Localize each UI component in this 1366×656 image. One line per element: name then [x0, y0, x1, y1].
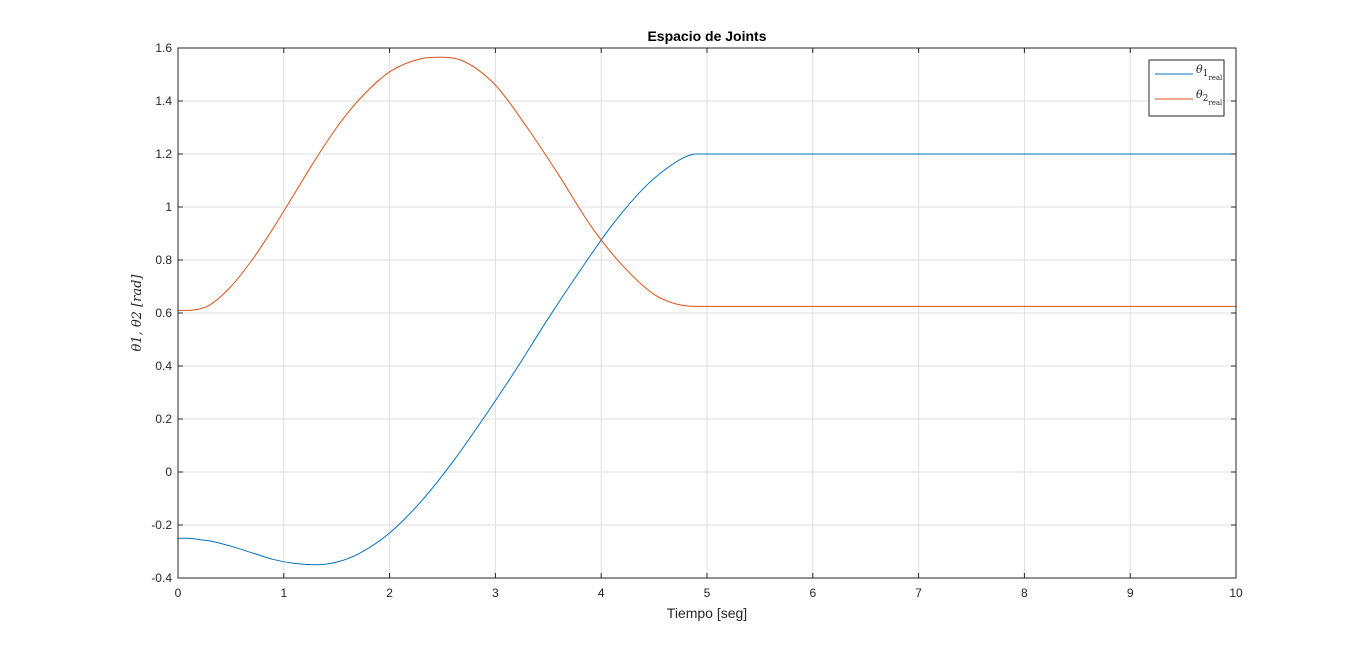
- y-tick-label: 0.6: [155, 306, 172, 320]
- y-tick-label: 0.2: [155, 412, 172, 426]
- series-line-1: [177, 153, 1236, 566]
- x-tick-label: 3: [492, 586, 499, 600]
- legend: θ1real θ2real: [1148, 59, 1225, 117]
- legend-entry-2: θ2real: [1196, 88, 1223, 107]
- x-tick-label: 2: [386, 586, 393, 600]
- x-tick-label: 1: [280, 586, 287, 600]
- y-tick-label: 0.8: [155, 253, 172, 267]
- x-tick-label: 8: [1021, 586, 1028, 600]
- y-tick-label: 0.4: [155, 359, 172, 373]
- y-tick-label: 1.4: [155, 94, 172, 108]
- y-tick-label: 1.2: [155, 147, 172, 161]
- x-axis-label: Tiempo [seg]: [667, 605, 747, 621]
- y-tick-label: -0.2: [151, 518, 172, 532]
- x-tick-label: 5: [704, 586, 711, 600]
- x-tick-label: 4: [598, 586, 605, 600]
- ticks: 0 1 2 3 4 5 6 7 8 9 10 -0.4 -0.2 0 0.2 0.4 0.6 0.8 1 1.2 1.4…: [151, 41, 1243, 600]
- x-tick-label: 10: [1229, 586, 1243, 600]
- x-tick-label: 9: [1127, 586, 1134, 600]
- legend-entry-1: θ1real: [1196, 63, 1223, 82]
- y-tick-label: 1: [165, 200, 172, 214]
- x-tick-label: 6: [809, 586, 816, 600]
- chart-title: Espacio de Joints: [647, 28, 766, 44]
- series-line-2: [178, 56, 1236, 311]
- y-tick-label: 1.6: [155, 41, 172, 55]
- x-tick-label: 7: [915, 586, 922, 600]
- y-axis-label: θ1, θ2 [rad]: [130, 274, 145, 352]
- x-tick-label: 0: [175, 586, 182, 600]
- legend-box: [1148, 59, 1225, 117]
- y-tick-label: -0.4: [151, 571, 172, 585]
- series-layer: [177, 56, 1236, 566]
- y-tick-label: 0: [165, 465, 172, 479]
